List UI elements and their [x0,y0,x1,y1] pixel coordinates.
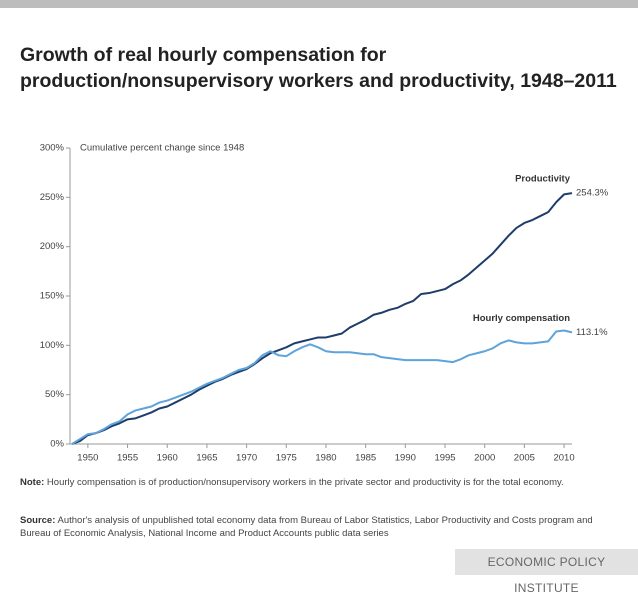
source: Source: Author's analysis of unpublished… [20,514,615,540]
y-tick-label: 150% [40,291,65,302]
y-tick-label: 50% [45,389,65,400]
footer: ECONOMIC POLICY INSTITUTE [455,549,638,595]
y-axis-label: Cumulative percent change since 1948 [80,143,244,154]
y-tick-label: 250% [40,192,65,203]
source-label: Source: [20,515,56,526]
top-bar [0,0,638,8]
series-label: Productivity [515,174,571,185]
source-text: Author's analysis of unpublished total e… [20,515,593,539]
x-tick-label: 1980 [315,453,336,464]
series-line [71,192,573,445]
value-label: 254.3% [576,188,609,199]
y-tick-label: 200% [40,241,65,252]
x-tick-label: 1995 [434,453,455,464]
value-label: 113.1% [576,327,608,338]
series-label: Hourly compensation [473,313,570,324]
x-tick-label: 1985 [355,453,376,464]
x-tick-label: 2010 [553,453,574,464]
note-label: Note: [20,477,45,488]
chart: Cumulative percent change since 1948 0% 5… [40,143,609,464]
x-tick-label: 1970 [236,453,257,464]
note: Note: Hourly compensation is of producti… [20,476,615,489]
series-line [71,329,573,445]
x-tick-label: 1960 [157,453,178,464]
x-tick-label: 2005 [514,453,535,464]
chart-title: Growth of real hourly compensation for p… [20,44,617,92]
x-tick-label: 1975 [276,453,297,464]
note-text: Hourly compensation is of production/non… [46,477,564,488]
x-tick-label: 2000 [474,453,495,464]
x-tick-label: 1990 [395,453,416,464]
x-tick-label: 1955 [117,453,138,464]
y-tick-label: 0% [50,439,64,450]
y-tick-label: 100% [40,340,65,351]
x-tick-label: 1950 [77,453,98,464]
x-tick-label: 1965 [196,453,217,464]
y-tick-label: 300% [40,143,65,154]
